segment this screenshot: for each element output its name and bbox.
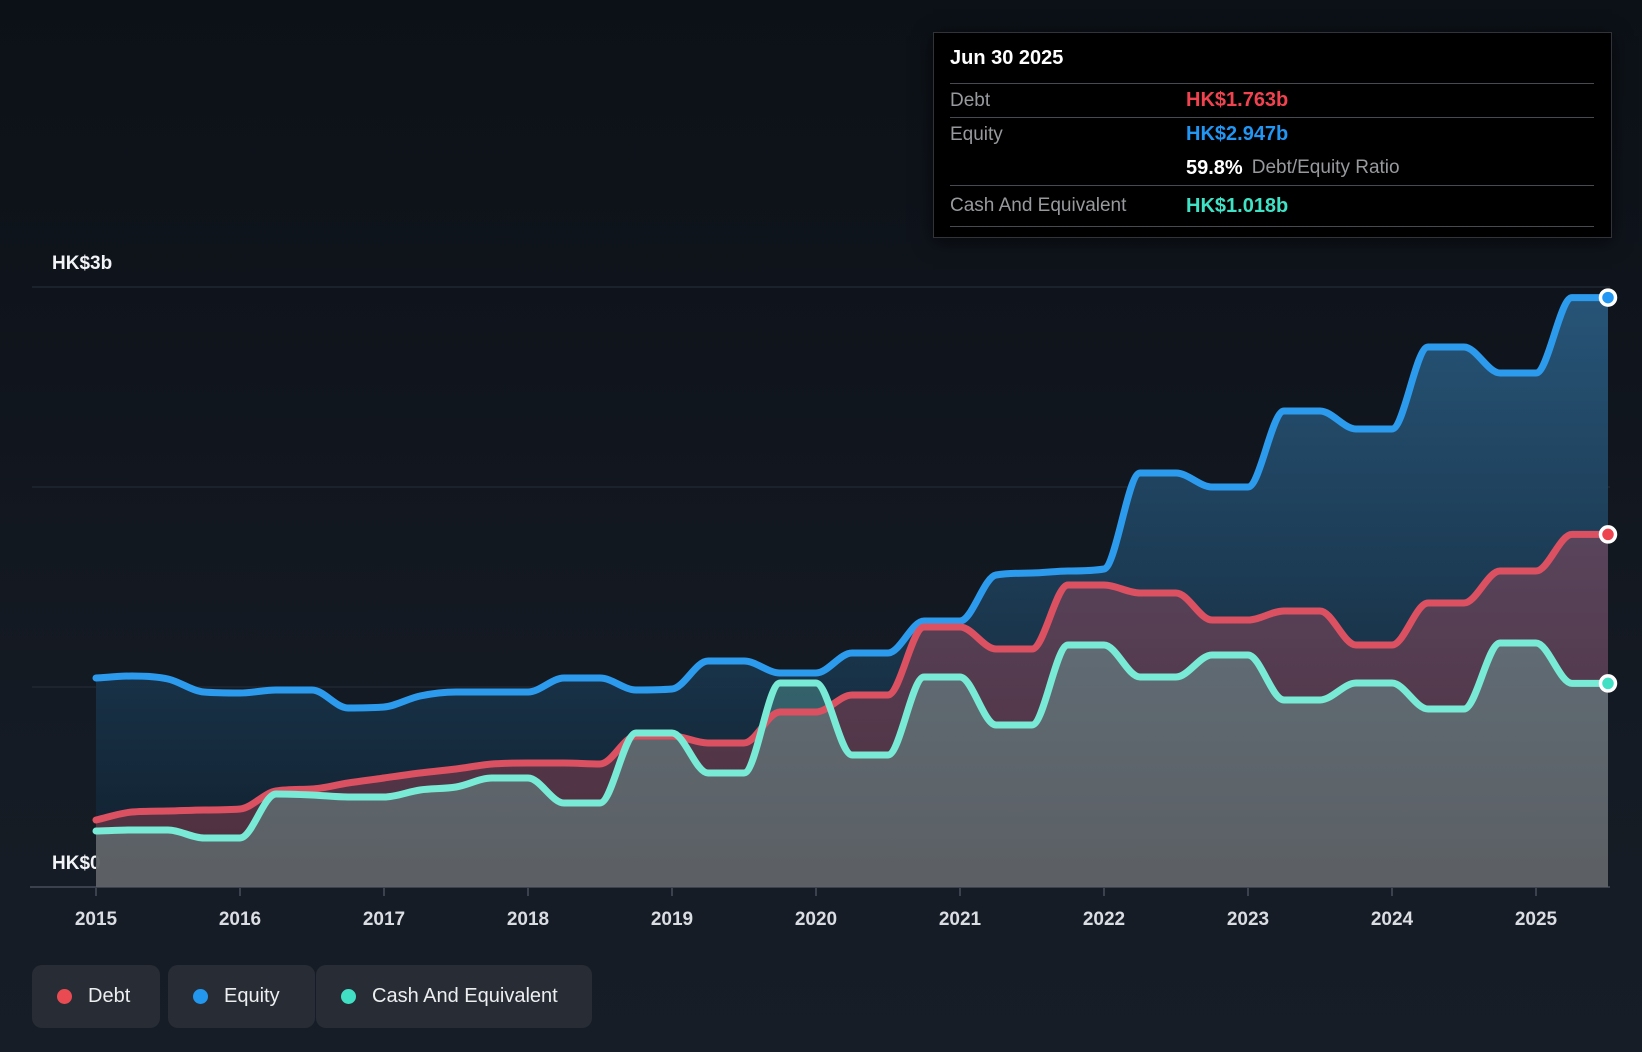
equity-area: [96, 297, 1608, 888]
x-axis-label-2023: 2023: [1227, 909, 1269, 930]
debt-end-marker: [1598, 525, 1618, 544]
tooltip-debt-label: Debt: [950, 89, 991, 111]
legend-item-cash[interactable]: Cash And Equivalent: [316, 965, 592, 1028]
equity-end-marker: [1598, 288, 1618, 307]
x-axis-label-2016: 2016: [219, 909, 261, 930]
x-axis-label-2015: 2015: [75, 909, 118, 930]
debt-line: [92, 530, 1612, 824]
x-axis-label-2021: 2021: [939, 909, 982, 930]
x-axis-label-2025: 2025: [1515, 909, 1558, 930]
equity-dot-icon: [193, 989, 208, 1004]
tooltip-ratio-value: 59.8%: [1186, 156, 1243, 179]
y-axis-label-zero: HK$0: [52, 853, 101, 874]
tooltip-row-equity: Equity HK$2.947b: [950, 117, 1594, 151]
tooltip-row-debt: Debt HK$1.763b: [950, 83, 1594, 117]
tooltip-cash-value: HK$1.018b: [1186, 194, 1289, 217]
x-axis-label-2018: 2018: [507, 909, 549, 930]
x-axis-label-2022: 2022: [1083, 909, 1125, 930]
tooltip-date: Jun 30 2025: [950, 46, 1064, 69]
legend-equity-label: Equity: [224, 985, 280, 1007]
tooltip-equity-label: Equity: [950, 123, 1003, 145]
x-axis-label-2019: 2019: [651, 909, 693, 930]
tooltip-equity-value: HK$2.947b: [1186, 123, 1289, 145]
legend-item-debt[interactable]: Debt: [32, 965, 160, 1028]
x-axis-label-2024: 2024: [1371, 909, 1414, 930]
tooltip-cash-label: Cash And Equivalent: [950, 195, 1127, 216]
tooltip-debt-value: HK$1.763b: [1186, 89, 1289, 111]
legend-cash-label: Cash And Equivalent: [372, 985, 558, 1007]
equity-line: [92, 294, 1612, 712]
cash-and-equivalent-line: [92, 639, 1612, 842]
cash-and-equivalent-end-marker: [1598, 674, 1618, 693]
x-axis-label-2020: 2020: [795, 909, 837, 930]
cash-dot-icon: [341, 989, 356, 1004]
tooltip-ratio-label: Debt/Equity Ratio: [1251, 157, 1400, 178]
tooltip-row-cash: Cash And Equivalent HK$1.018b: [950, 186, 1594, 227]
debt-dot-icon: [57, 989, 72, 1004]
legend-debt-label: Debt: [88, 985, 131, 1007]
tooltip-row-ratio: 59.8% Debt/Equity Ratio: [950, 151, 1594, 186]
legend-item-equity[interactable]: Equity: [168, 965, 315, 1028]
x-axis-label-2017: 2017: [363, 909, 405, 930]
chart-tooltip: Jun 30 2025 Debt HK$1.763b Equity HK$2.9…: [933, 32, 1612, 238]
cash-and-equivalent-area: [96, 643, 1608, 887]
y-axis-label-top: HK$3b: [52, 253, 112, 274]
